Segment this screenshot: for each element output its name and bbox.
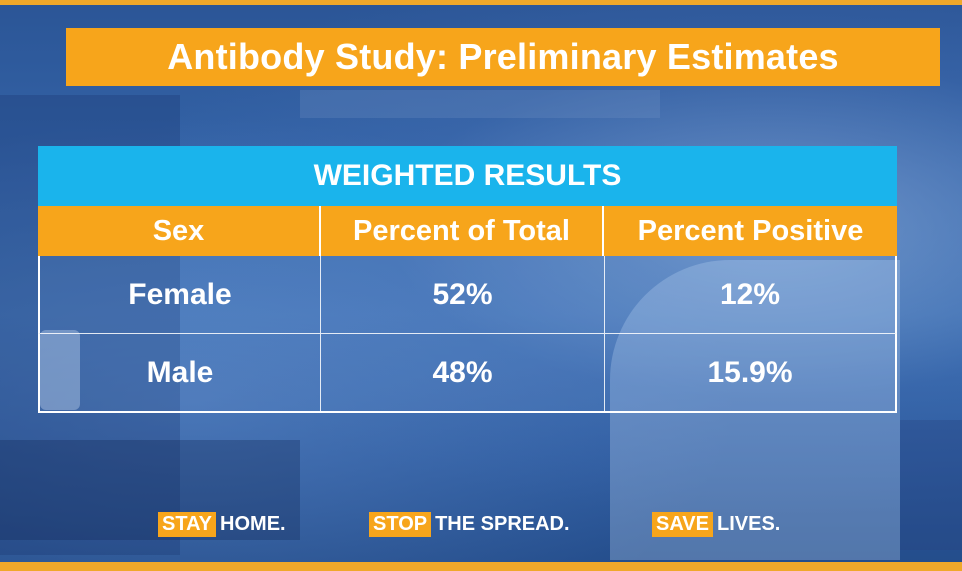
page-title: Antibody Study: Preliminary Estimates xyxy=(167,36,839,77)
cell-percent-positive: 15.9% xyxy=(707,355,793,389)
column-header-percent-of-total: Percent of Total xyxy=(321,206,604,256)
slogan-save-lives: SAVE LIVES. xyxy=(652,510,780,538)
background-bench xyxy=(0,440,300,540)
slogan-stay-home: STAY HOME. xyxy=(158,510,286,538)
cell-sex: Female xyxy=(40,256,321,333)
background-rack xyxy=(900,420,962,550)
slogan-text: HOME. xyxy=(220,512,286,535)
top-accent-strip xyxy=(0,0,962,5)
slogan-text: THE SPREAD. xyxy=(435,512,570,535)
slogan-bar: STAY HOME. STOP THE SPREAD. SAVE LIVES. xyxy=(0,510,962,538)
slogan-highlight: STAY xyxy=(158,511,217,537)
table-header: WEIGHTED RESULTS xyxy=(38,146,897,206)
column-header-sex: Sex xyxy=(38,206,321,256)
cell-sex: Male xyxy=(40,334,321,411)
column-header-percent-positive: Percent Positive xyxy=(637,214,864,247)
slogan-text: LIVES. xyxy=(716,512,781,535)
bottom-accent-strip xyxy=(0,562,962,571)
background-shelf xyxy=(300,90,660,118)
background-equipment xyxy=(610,260,900,560)
slogan-highlight: SAVE xyxy=(652,511,713,537)
slogan-highlight: STOP xyxy=(369,511,432,537)
cell-percent-of-total: 48% xyxy=(321,334,605,411)
column-header-row: Sex Percent of Total Percent Positive xyxy=(38,206,897,256)
title-bar: Antibody Study: Preliminary Estimates xyxy=(66,28,940,86)
background-container xyxy=(40,330,80,410)
table-title: WEIGHTED RESULTS xyxy=(313,159,622,192)
slogan-stop-the-spread: STOP THE SPREAD. xyxy=(369,510,570,538)
results-table: WEIGHTED RESULTS Sex Percent of Total Pe… xyxy=(38,146,897,413)
cell-percent-positive: 12% xyxy=(719,277,781,311)
table-row: Female 52% 12% xyxy=(38,256,897,334)
cell-percent-of-total: 52% xyxy=(321,256,605,333)
table-row: Male 48% 15.9% xyxy=(38,334,897,413)
